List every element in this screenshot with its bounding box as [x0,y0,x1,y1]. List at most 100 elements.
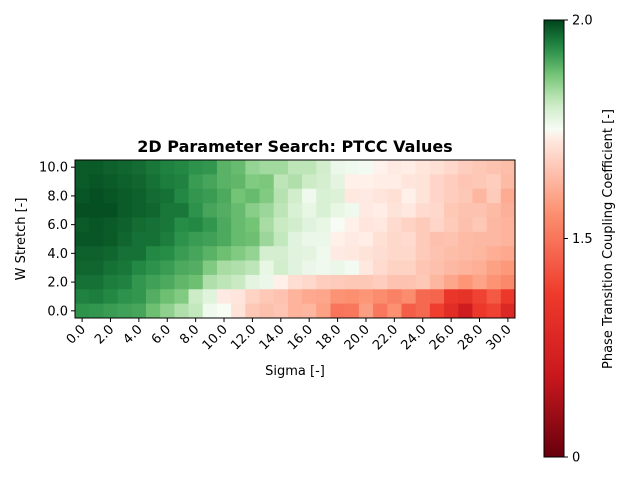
heatmap-cell [174,289,190,305]
heatmap-cell [287,274,303,290]
heatmap-cell [160,246,175,262]
heatmap-cell [429,188,445,204]
heatmap-cell [472,174,488,190]
heatmap-cell [131,160,147,175]
heatmap-cell [444,188,459,204]
heatmap-cell [287,160,303,175]
heatmap-cell [145,174,161,190]
x-tick-label: 8.0 [177,322,202,347]
heatmap-cell [131,217,147,233]
heatmap-cell [174,217,190,233]
heatmap-cell [316,160,331,175]
heatmap-cell [358,160,374,175]
heatmap-cell [316,289,331,305]
heatmap-cell [358,188,374,204]
heatmap-cell [131,246,147,262]
heatmap-cell [202,289,218,305]
heatmap-cell [415,260,431,276]
heatmap-cell [458,217,473,233]
heatmap-cell [444,203,459,218]
heatmap-cell [103,274,119,290]
heatmap-cell [344,289,360,305]
heatmap-cell [160,274,175,290]
heatmap-cell [216,160,232,175]
heatmap-cell [117,246,133,262]
heatmap-cell [401,303,417,319]
heatmap-cell [358,246,374,262]
heatmap-cell [486,231,502,247]
heatmap-cell [287,188,303,204]
heatmap-cell [302,188,317,204]
heatmap-cell [103,260,119,276]
heatmap-cell [259,188,275,204]
heatmap-cell [174,174,190,190]
heatmap-cell [160,260,175,276]
heatmap-cell [174,188,190,204]
heatmap-cell [145,160,161,175]
heatmap-cell [415,274,431,290]
heatmap-cell [245,274,261,290]
heatmap-cell [401,217,417,233]
heatmap-cell [202,174,218,190]
heatmap-cell [188,274,204,290]
heatmap-cell [145,231,161,247]
heatmap-cell [145,217,161,233]
heatmap-cell [160,217,175,233]
heatmap-cell [316,217,331,233]
heatmap-cell [415,303,431,319]
heatmap-cell [444,303,459,319]
heatmap-cell [486,174,502,190]
heatmap-cell [216,289,232,305]
heatmap-cell [245,303,261,319]
heatmap-cell [500,160,516,175]
heatmap-cell [231,160,246,175]
heatmap-cell [358,274,374,290]
heatmap-cell [344,160,360,175]
heatmap-cell [316,260,331,276]
heatmap-cell [429,160,445,175]
heatmap-cell [216,217,232,233]
heatmap-cell [145,203,161,218]
colorbar-tick-label: 1.5 [572,232,593,247]
heatmap-cell [75,246,90,262]
heatmap-cell [202,303,218,319]
colorbar [544,20,564,457]
heatmap-cell [444,246,459,262]
heatmap-cell [160,289,175,305]
heatmap-cell [373,274,388,290]
heatmap-cell [458,231,473,247]
heatmap-cell [273,203,289,218]
colorbar-tick-label: 2.0 [572,14,593,29]
colorbar-ticks: 0 1.5 2.0 [564,14,593,466]
heatmap-cell [273,246,289,262]
heatmap-cell [302,217,317,233]
heatmap-cell [216,246,232,262]
heatmap-cell [500,303,516,319]
heatmap-cell [160,203,175,218]
heatmap-cell [373,203,388,218]
x-tick-label: 16.0 [285,322,316,353]
heatmap-cell [245,289,261,305]
chart-title: 2D Parameter Search: PTCC Values [137,137,452,156]
heatmap-cell [259,303,275,319]
heatmap-cell [273,289,289,305]
heatmap-cell [131,174,147,190]
heatmap-cell [245,174,261,190]
heatmap-cell [500,188,516,204]
heatmap-cell [131,231,147,247]
heatmap-cell [89,231,104,247]
heatmap-cell [401,188,417,204]
heatmap-cell [458,203,473,218]
heatmap-cell [330,160,346,175]
heatmap-cell [500,217,516,233]
heatmap-cell [401,231,417,247]
heatmap-cell [330,231,346,247]
heatmap-cell [302,289,317,305]
heatmap-cell [160,174,175,190]
heatmap-cell [344,274,360,290]
heatmap-cell [387,260,402,276]
y-axis-ticks: 0.0 2.0 4.0 6.0 8.0 10.0 [39,161,75,319]
heatmap-cell [358,303,374,319]
heatmap-cell [117,174,133,190]
heatmap-cell [245,231,261,247]
